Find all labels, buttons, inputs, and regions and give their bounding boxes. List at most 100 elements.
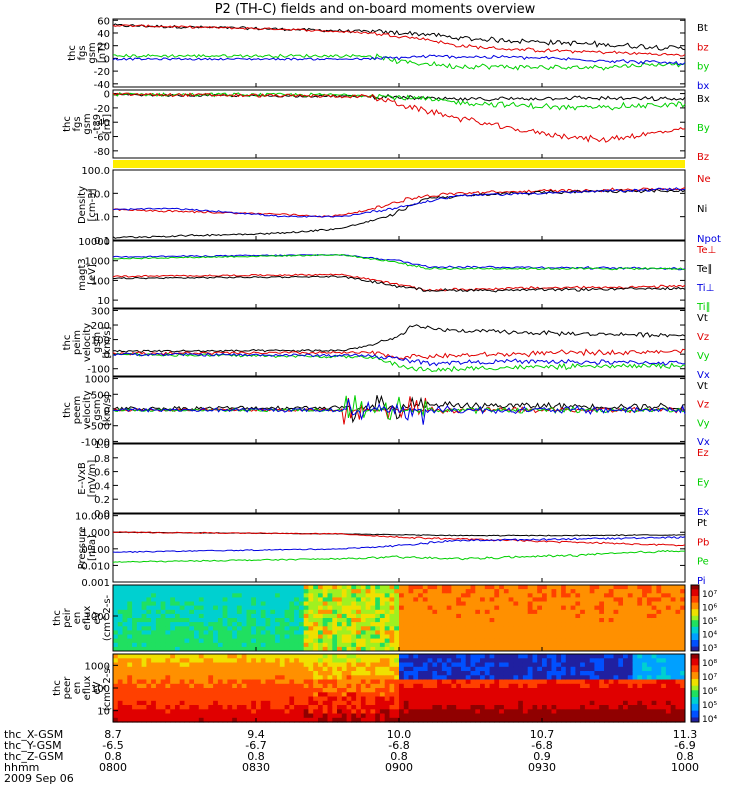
heatmap-cell [580, 696, 586, 702]
heatmap-cell [175, 705, 181, 710]
heatmap-cell [551, 654, 557, 659]
heatmap-cell [680, 597, 686, 602]
heatmap-cell [337, 585, 343, 590]
heatmap-cell [122, 613, 128, 619]
heatmap-cell [260, 717, 267, 723]
legend-entry: Vt [697, 381, 708, 392]
heatmap-cell [522, 713, 529, 719]
heatmap-cell [422, 630, 429, 635]
heatmap-cell [289, 601, 295, 607]
heatmap-cell [446, 597, 452, 602]
heatmap-cell [546, 622, 553, 627]
heatmap-cell [289, 658, 295, 664]
heatmap-cell [403, 630, 410, 635]
colorbar-cell [691, 656, 699, 660]
heatmap-cell [594, 618, 600, 623]
heatmap-cell [599, 605, 605, 611]
heatmap-cell [480, 618, 486, 623]
heatmap-cell [341, 679, 348, 685]
heatmap-cell [422, 597, 429, 602]
heatmap-cell [208, 626, 214, 631]
heatmap-cell [503, 597, 510, 602]
heatmap-cell [179, 700, 185, 706]
heatmap-cell [656, 654, 662, 659]
heatmap-cell [532, 634, 538, 640]
heatmap-cell [623, 662, 629, 668]
heatmap-cell [584, 717, 591, 723]
legend-entry: Pb [697, 537, 709, 548]
heatmap-cell [256, 593, 262, 598]
heatmap-cell [618, 688, 624, 693]
x-axis-tick-label: -6.7 [245, 739, 267, 752]
heatmap-cell [279, 634, 286, 640]
heatmap-cell [165, 705, 171, 710]
heatmap-cell [160, 589, 166, 594]
heatmap-cell [203, 666, 209, 672]
heatmap-cell [484, 688, 491, 693]
heatmap-cell [284, 589, 290, 594]
heatmap-cell [294, 705, 300, 710]
heatmap-cell [203, 630, 209, 635]
heatmap-cell [542, 626, 548, 631]
heatmap-cell [618, 675, 624, 681]
heatmap-cell [680, 713, 686, 719]
heatmap-cell [661, 658, 667, 664]
heatmap-cell [451, 589, 457, 594]
heatmap-cell [122, 638, 128, 644]
heatmap-cell [513, 618, 519, 623]
heatmap-cell [422, 717, 429, 723]
heatmap-cell [670, 688, 676, 693]
heatmap-cell [208, 609, 214, 615]
heatmap-cell [360, 638, 367, 644]
heatmap-cell [194, 601, 200, 607]
heatmap-cell [360, 585, 367, 590]
heatmap-cell [275, 626, 281, 631]
heatmap-cell [446, 705, 452, 710]
heatmap-cell [313, 642, 319, 648]
heatmap-cell [542, 713, 548, 719]
heatmap-cell [403, 589, 410, 594]
heatmap-cell [256, 626, 262, 631]
heatmap-cell [356, 666, 362, 672]
heatmap-cell [618, 597, 624, 602]
heatmap-cell [289, 717, 295, 723]
heatmap-cell [494, 646, 500, 652]
heatmap-cell [494, 589, 500, 594]
heatmap-cell [656, 717, 662, 723]
heatmap-cell [294, 688, 300, 693]
heatmap-cell [270, 593, 276, 598]
heatmap-cell [675, 593, 681, 598]
heatmap-cell [322, 601, 328, 607]
heatmap-cell [680, 654, 686, 659]
heatmap-cell [432, 642, 438, 648]
heatmap-cell [575, 601, 581, 607]
heatmap-cell [527, 675, 533, 681]
heatmap-cell [356, 609, 362, 615]
heatmap-cell [403, 692, 410, 698]
heatmap-cell [322, 626, 328, 631]
heatmap-cell [113, 700, 119, 706]
heatmap-cell [365, 585, 371, 590]
heatmap-cell [399, 671, 405, 676]
heatmap-cell [556, 585, 562, 590]
heatmap-cell [241, 705, 247, 710]
heatmap-cell [275, 642, 281, 648]
heatmap-cell [241, 593, 247, 598]
heatmap-cell [527, 692, 533, 698]
heatmap-cell [499, 630, 505, 635]
heatmap-cell [341, 700, 348, 706]
heatmap-cell [613, 675, 619, 681]
heatmap-cell [432, 696, 438, 702]
heatmap-cell [298, 618, 305, 623]
heatmap-cell [427, 622, 433, 627]
heatmap-cell [465, 585, 471, 590]
heatmap-cell [194, 642, 200, 648]
heatmap-cell [522, 593, 529, 598]
heatmap-cell [542, 609, 548, 615]
heatmap-cell [575, 692, 581, 698]
heatmap-cell [589, 683, 595, 689]
heatmap-cell [665, 593, 672, 598]
heatmap-cell [136, 717, 143, 723]
colorbar-cell [691, 646, 699, 650]
heatmap-cell [646, 709, 653, 715]
